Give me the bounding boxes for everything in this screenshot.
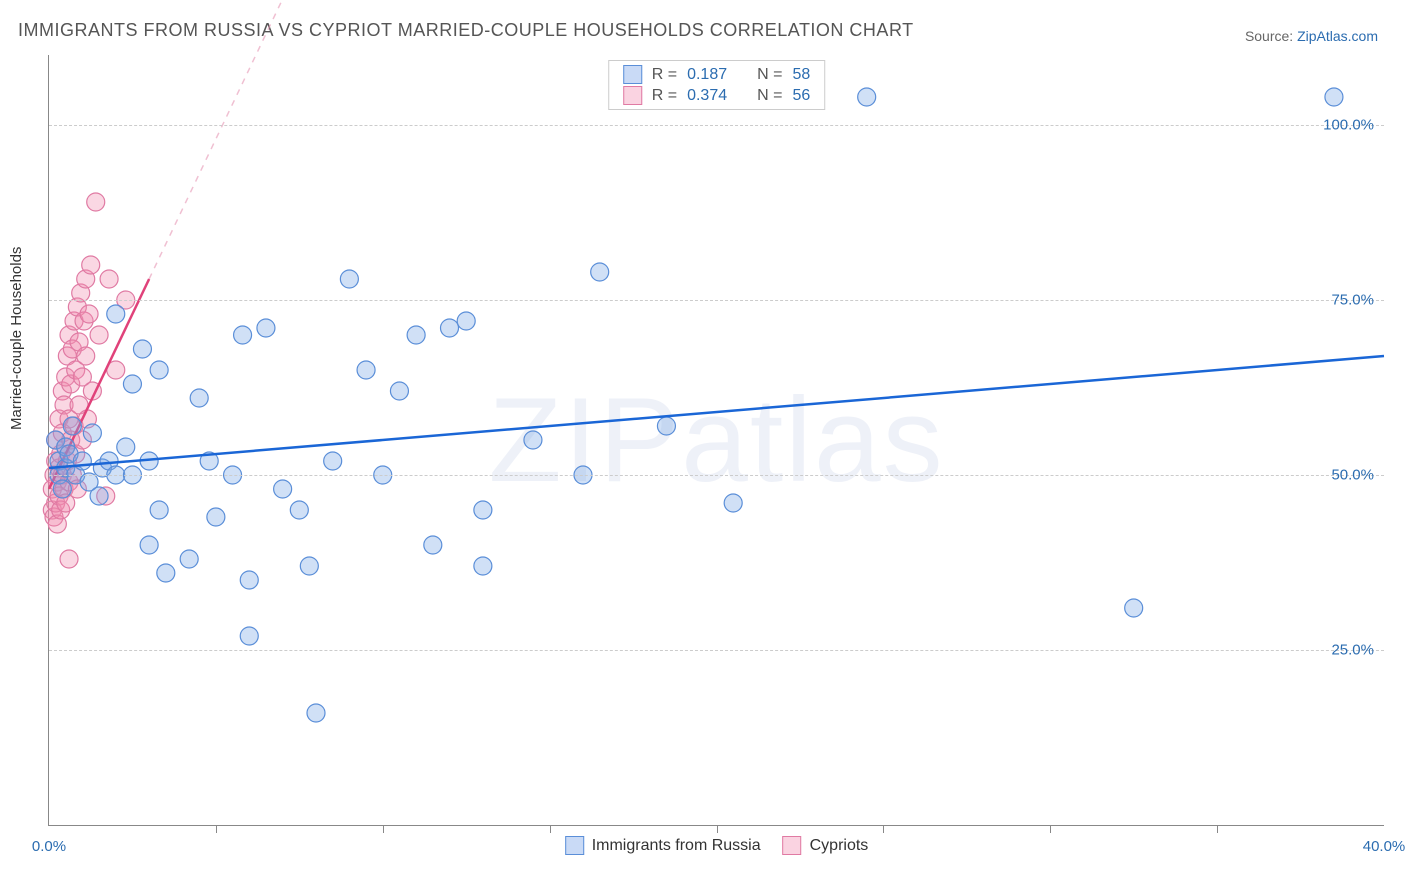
x-tick [1217,825,1218,833]
x-tick [550,825,551,833]
y-tick-label: 50.0% [1331,467,1374,484]
r-label: R = [652,87,677,105]
n-value-pink: 56 [792,87,810,105]
legend-label: Cypriots [810,837,869,855]
plot-area: ZIPatlas R = 0.187 N = 58 R = 0.374 N = … [48,55,1384,826]
n-value-blue: 58 [792,66,810,84]
chart-svg [49,55,1384,825]
r-value-pink: 0.374 [687,87,727,105]
swatch-pink-icon [783,836,802,855]
series-legend: Immigrants from Russia Cypriots [565,836,869,855]
gridline-h [49,650,1384,651]
y-tick-label: 100.0% [1323,117,1374,134]
chart-title: IMMIGRANTS FROM RUSSIA VS CYPRIOT MARRIE… [18,20,914,41]
x-tick [1050,825,1051,833]
r-value-blue: 0.187 [687,66,727,84]
swatch-blue-icon [565,836,584,855]
swatch-pink-icon [623,86,642,105]
x-tick-label: 40.0% [1363,838,1406,855]
stats-row-pink: R = 0.374 N = 56 [623,86,811,105]
gridline-h [49,475,1384,476]
legend-label: Immigrants from Russia [592,837,761,855]
y-axis-label: Married-couple Households [8,247,25,430]
source-prefix: Source: [1245,28,1297,44]
r-label: R = [652,66,677,84]
n-label: N = [757,66,782,84]
y-tick-label: 25.0% [1331,642,1374,659]
x-tick-label: 0.0% [32,838,66,855]
x-tick [216,825,217,833]
source-attribution: Source: ZipAtlas.com [1245,28,1378,44]
legend-item-blue: Immigrants from Russia [565,836,761,855]
gridline-h [49,125,1384,126]
swatch-blue-icon [623,65,642,84]
source-link[interactable]: ZipAtlas.com [1297,28,1378,44]
gridline-h [49,300,1384,301]
x-tick [717,825,718,833]
x-tick [883,825,884,833]
x-tick [383,825,384,833]
y-tick-label: 75.0% [1331,292,1374,309]
stats-row-blue: R = 0.187 N = 58 [623,65,811,84]
stats-legend: R = 0.187 N = 58 R = 0.374 N = 56 [608,60,826,110]
n-label: N = [757,87,782,105]
legend-item-pink: Cypriots [783,836,869,855]
